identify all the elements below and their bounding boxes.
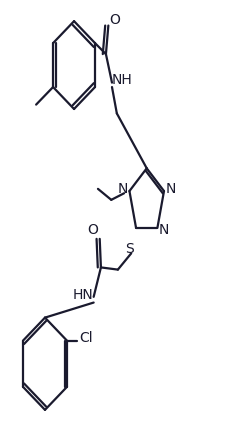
Text: N: N <box>159 223 169 237</box>
Text: O: O <box>109 13 120 27</box>
Text: N: N <box>166 182 176 196</box>
Text: S: S <box>126 242 134 256</box>
Text: Cl: Cl <box>80 332 93 346</box>
Text: HN: HN <box>73 288 94 301</box>
Text: NH: NH <box>112 73 133 88</box>
Text: O: O <box>87 223 98 237</box>
Text: N: N <box>117 182 128 196</box>
